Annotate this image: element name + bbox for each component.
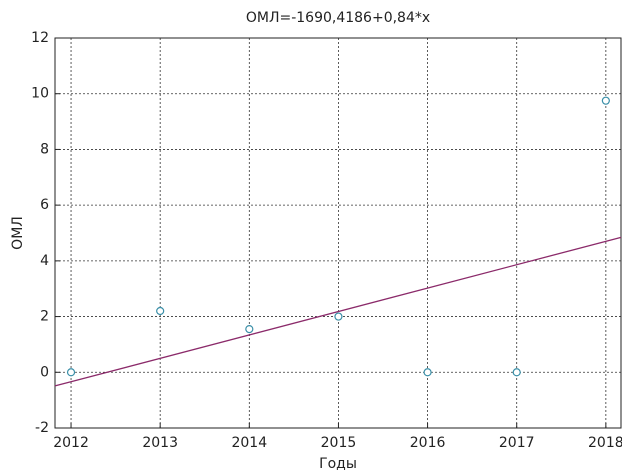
y-tick-label: 6 — [40, 197, 49, 213]
point — [512, 368, 521, 377]
y-tick-label: 10 — [31, 86, 49, 102]
point — [245, 325, 254, 334]
point — [334, 312, 343, 321]
x-tick-label: 2017 — [499, 435, 535, 451]
y-tick-label: 0 — [40, 364, 49, 380]
y-tick-label: 12 — [31, 30, 49, 46]
x-tick-label: 2015 — [321, 435, 357, 451]
x-tick-label: 2014 — [231, 435, 267, 451]
x-tick-label: 2012 — [53, 435, 89, 451]
fit-line — [54, 236, 622, 387]
x-tick-label: 2013 — [142, 435, 178, 451]
y-axis-label: ОМЛ — [10, 216, 26, 250]
point — [66, 368, 76, 377]
x-tick-label: 2018 — [588, 435, 622, 451]
y-tick-label: -2 — [35, 420, 49, 436]
plot-frame — [54, 37, 622, 429]
point — [423, 368, 432, 377]
y-tick-label: 4 — [40, 253, 49, 269]
y-tick-label: 8 — [40, 141, 49, 157]
point — [601, 96, 610, 105]
chart-title: ОМЛ=-1690,4186+0,84*x — [246, 10, 430, 26]
y-tick-label: 2 — [40, 309, 49, 325]
x-axis-label: Годы — [319, 456, 357, 472]
point — [156, 306, 165, 316]
x-tick-label: 2016 — [410, 435, 446, 451]
